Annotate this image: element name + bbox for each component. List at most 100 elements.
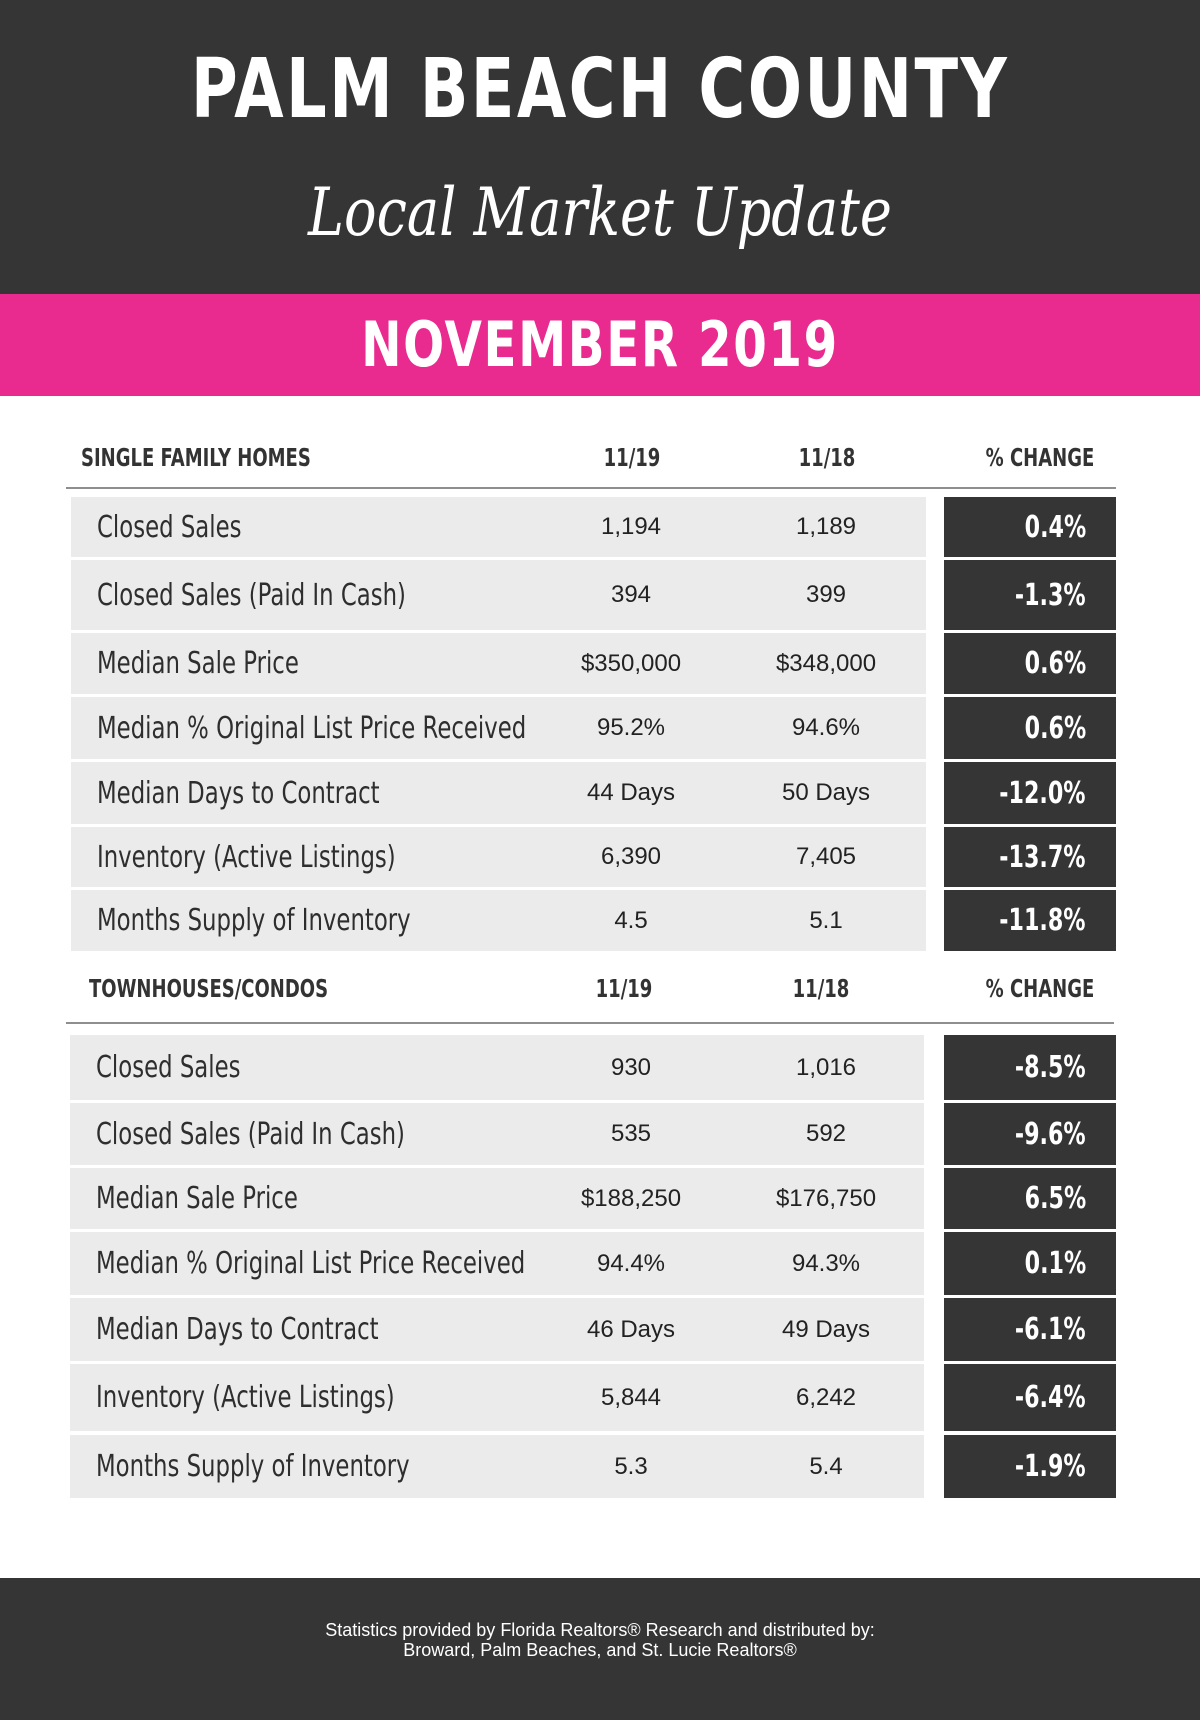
table-row: Closed Sales (Paid In Cash) 394 399 -1.3… [0,560,1200,630]
metric-label: Median Sale Price [96,1181,298,1216]
prior-value: 399 [805,581,847,608]
change-value: -1.3% [1015,577,1086,613]
column-header-current: 11/19 [603,443,661,472]
change-cell: -13.7% [944,827,1116,887]
change-cell: -9.6% [944,1103,1116,1165]
table-row: Median Days to Contract 44 Days 50 Days … [0,762,1200,824]
change-cell: 0.6% [944,697,1116,759]
footer-line-1: Statistics provided by Florida Realtors®… [325,1620,875,1640]
change-cell: -1.3% [944,560,1116,630]
current-value: 5,844 [600,1383,662,1411]
current-value: 4.5 [614,906,648,934]
metric-label: Closed Sales (Paid In Cash) [96,1116,405,1152]
section-divider [66,1022,1114,1024]
row-background: Median % Original List Price Received [70,1232,924,1295]
change-cell: 0.6% [944,633,1116,694]
change-value: -12.0% [999,775,1086,811]
section-title: SINGLE FAMILY HOMES [81,443,311,472]
metric-label: Median Sale Price [97,646,299,681]
change-cell: 0.1% [944,1232,1116,1295]
change-cell: -1.9% [944,1435,1116,1498]
metric-label: Months Supply of Inventory [96,1449,410,1484]
change-cell: -12.0% [944,762,1116,824]
column-header-current: 11/19 [595,974,653,1003]
metric-label: Months Supply of Inventory [97,903,411,938]
change-cell: 6.5% [944,1168,1116,1229]
header-banner: PALM BEACH COUNTY Local Market Update [0,0,1200,294]
page-title: PALM BEACH COUNTY [190,42,1010,137]
footer: Statistics provided by Florida Realtors®… [0,1578,1200,1720]
prior-value: 1,189 [795,513,857,540]
change-value: 6.5% [1024,1181,1086,1216]
row-background: Median Days to Contract [71,762,926,824]
change-value: -8.5% [1015,1050,1086,1085]
row-background: Closed Sales (Paid In Cash) [70,1103,924,1165]
townhouses-header: TOWNHOUSES/CONDOS 11/19 11/18 % CHANGE [0,964,1200,1014]
table-row: Median % Original List Price Received 94… [0,1232,1200,1295]
current-value: 44 Days [586,779,676,806]
section-title: TOWNHOUSES/CONDOS [89,974,329,1003]
row-background: Inventory (Active Listings) [71,827,926,887]
current-value: 394 [610,581,652,608]
change-value: -13.7% [999,839,1086,875]
table-row: Months Supply of Inventory 4.5 5.1 -11.8… [0,890,1200,951]
metric-label: Closed Sales [96,1050,241,1085]
row-background: Closed Sales (Paid In Cash) [71,560,926,630]
row-background: Median Days to Contract [70,1298,924,1361]
prior-value: 94.6% [791,714,861,741]
metric-label: Closed Sales [97,509,242,545]
metric-label: Median % Original List Price Received [97,710,527,746]
prior-value: 1,016 [795,1053,857,1081]
table-row: Median Days to Contract 46 Days 49 Days … [0,1298,1200,1361]
single-family-header: SINGLE FAMILY HOMES 11/19 11/18 % CHANGE [0,433,1200,483]
metric-label: Inventory (Active Listings) [97,839,396,875]
change-value: -1.9% [1015,1449,1086,1484]
row-background: Median Sale Price [70,1168,924,1229]
row-background: Closed Sales [70,1035,924,1100]
current-value: 5.3 [614,1452,648,1480]
change-value: -11.8% [999,903,1086,938]
prior-value: 49 Days [781,1315,871,1343]
row-background: Months Supply of Inventory [71,890,926,951]
prior-value: $176,750 [775,1184,877,1212]
prior-value: 5.1 [809,906,843,934]
change-value: 0.6% [1024,710,1086,746]
prior-value: 6,242 [795,1383,857,1411]
prior-value: $348,000 [775,649,877,677]
table-row: Inventory (Active Listings) 6,390 7,405 … [0,827,1200,887]
table-row: Closed Sales (Paid In Cash) 535 592 -9.6… [0,1103,1200,1165]
current-value: 95.2% [596,714,666,741]
table-row: Closed Sales 930 1,016 -8.5% [0,1035,1200,1100]
change-cell: -6.1% [944,1298,1116,1361]
metric-label: Inventory (Active Listings) [96,1380,395,1415]
table-row: Median Sale Price $188,250 $176,750 6.5% [0,1168,1200,1229]
metric-label: Median Days to Contract [96,1312,379,1347]
prior-value: 94.3% [791,1249,861,1277]
row-background: Median Sale Price [71,633,926,694]
row-background: Months Supply of Inventory [70,1435,924,1498]
column-header-prior: 11/18 [792,974,850,1003]
page-subtitle: Local Market Update [308,174,892,251]
metric-label: Median Days to Contract [97,775,380,811]
table-row: Months Supply of Inventory 5.3 5.4 -1.9% [0,1435,1200,1498]
table-row: Closed Sales 1,194 1,189 0.4% [0,497,1200,557]
current-value: 46 Days [586,1315,676,1343]
change-value: 0.1% [1024,1246,1086,1281]
table-row: Inventory (Active Listings) 5,844 6,242 … [0,1364,1200,1431]
change-value: -6.4% [1015,1380,1086,1415]
current-value: 535 [610,1120,652,1147]
change-value: 0.4% [1024,509,1086,545]
change-value: -6.1% [1015,1312,1086,1347]
current-value: 6,390 [600,843,662,870]
row-background: Median % Original List Price Received [71,697,926,759]
column-header-prior: 11/18 [798,443,856,472]
current-value: 930 [610,1053,652,1081]
change-cell: -11.8% [944,890,1116,951]
change-value: 0.6% [1024,646,1086,681]
current-value: 94.4% [596,1249,666,1277]
table-row: Median % Original List Price Received 95… [0,697,1200,759]
current-value: 1,194 [600,513,662,540]
column-header-change: % CHANGE [985,974,1095,1003]
row-background: Closed Sales [71,497,926,557]
prior-value: 7,405 [795,843,857,870]
